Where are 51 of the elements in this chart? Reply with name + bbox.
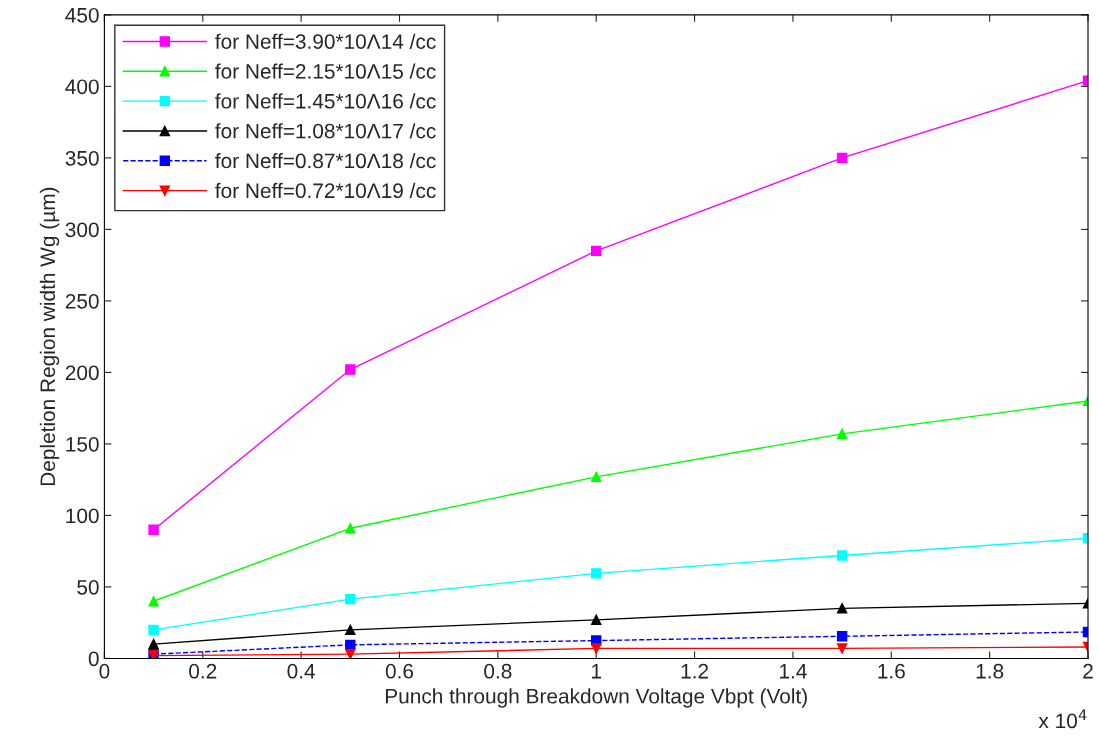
point [148,524,159,535]
x-tick-label: 0.4 [287,663,315,679]
legend-label: for Neff=3.90*10Λ14 /cc [215,33,436,49]
point [148,638,159,650]
point [345,593,356,605]
legend-label: for Neff=2.15*10Λ15 /cc [215,63,436,79]
legend-label: for Neff=1.45*10Λ16 /cc [215,93,436,109]
x-tick-label: 2 [1083,663,1093,679]
point [590,643,602,654]
text: x 10$^{4}$ [1038,709,1087,729]
point [345,523,356,534]
x-tick-label: 0.6 [385,663,414,679]
point [836,152,848,164]
point [836,643,848,654]
point [345,624,356,636]
point [345,364,356,375]
x-tick-label: 1.8 [976,663,1004,679]
point [148,596,159,607]
y-tick-label: 350 [65,150,99,166]
y-tick-label: 400 [65,79,99,95]
point [590,245,602,257]
x-tick-label: 0.2 [189,663,217,679]
y-axis-title: Depletion Region width Wg (µm) [39,187,60,486]
x-tick-label: 1.2 [681,663,708,679]
point [590,614,602,626]
point [148,624,159,636]
y-tick-label: 200 [65,365,99,381]
x-tick-label: 1.6 [878,663,905,679]
y-tick-label: 50 [77,579,99,595]
legend-label: for Neff=0.72*10Λ19 /cc [215,182,436,199]
y-tick-label: 100 [66,508,99,524]
x-axis-title: Punch through Breakdown Voltage Vbpt (Volt) [385,688,807,708]
point [836,428,848,440]
point [345,639,356,651]
x-tick-label: 1 [592,664,601,679]
point [590,568,602,579]
point [590,471,602,483]
y-tick-label: 300 [65,222,99,238]
point [836,631,848,642]
y-tick-label: 450 [65,7,99,23]
x-tick-label: 0 [99,663,110,679]
x-tick-label: 0.8 [484,663,512,679]
legend-label: for Neff=0.87*10Λ18 /cc [215,152,436,169]
x-tick-label: 1.4 [780,664,807,679]
point [836,550,848,561]
y-tick-label: 250 [65,293,99,309]
y-tick-label: 0 [88,651,99,667]
legend-label: for Neff=1.08*10Λ17 /cc [215,123,436,139]
point [345,648,356,659]
y-tick-label: 150 [66,436,99,452]
point [836,603,848,614]
